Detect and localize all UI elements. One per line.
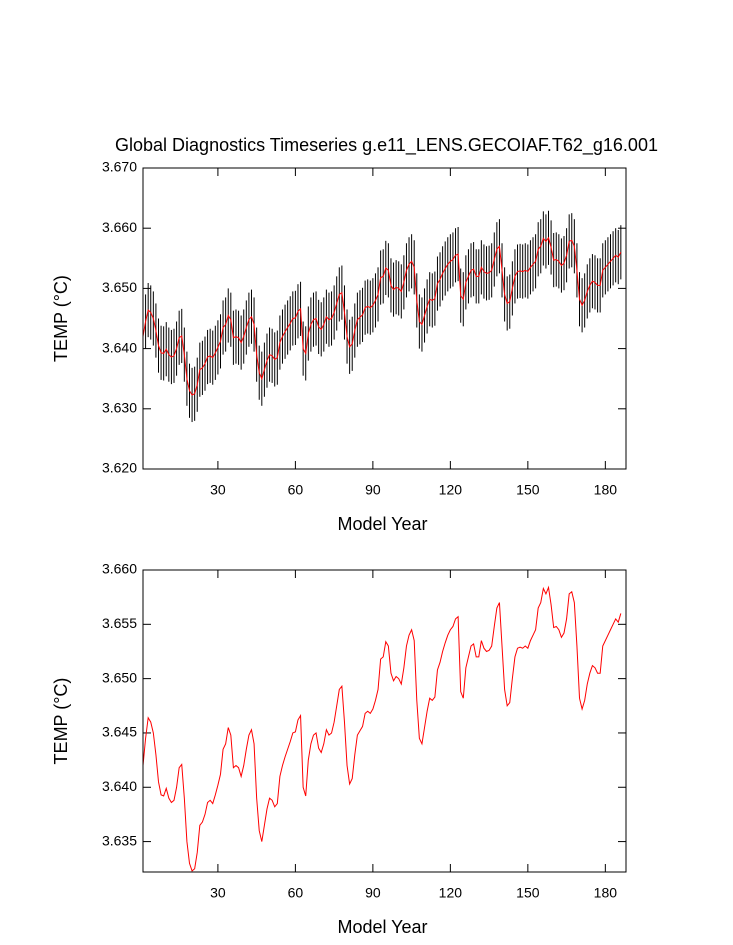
x-tick-label: 60 bbox=[288, 885, 304, 901]
x-tick-label: 90 bbox=[365, 885, 381, 901]
x-tick-label: 180 bbox=[594, 482, 618, 498]
data-line bbox=[142, 236, 622, 396]
y-tick-label: 3.640 bbox=[102, 778, 137, 794]
y-tick-label: 3.635 bbox=[102, 832, 137, 848]
x-tick-label: 90 bbox=[365, 482, 381, 498]
y-tick-label: 3.645 bbox=[102, 724, 137, 740]
x-tick-label: 30 bbox=[210, 885, 226, 901]
y-tick-label: 3.650 bbox=[102, 669, 137, 685]
data-line bbox=[142, 585, 622, 872]
plot-frame bbox=[142, 569, 627, 873]
x-tick-label: 120 bbox=[439, 885, 463, 901]
plot-frame bbox=[142, 167, 627, 470]
y-tick-label: 3.640 bbox=[102, 339, 137, 355]
chart-title: Global Diagnostics Timeseries g.e11_LENS… bbox=[115, 135, 658, 156]
x-tick-label: 60 bbox=[288, 482, 304, 498]
y-tick-label: 3.660 bbox=[102, 219, 137, 235]
y-tick-label: 3.670 bbox=[102, 159, 137, 175]
x-tick-label: 150 bbox=[516, 482, 540, 498]
y-axis-label: TEMP (°C) bbox=[51, 275, 71, 362]
x-axis-label: Model Year bbox=[337, 917, 427, 937]
y-tick-label: 3.620 bbox=[102, 460, 137, 476]
y-tick-label: 3.630 bbox=[102, 400, 137, 416]
x-tick-label: 30 bbox=[210, 482, 226, 498]
x-tick-label: 150 bbox=[516, 885, 540, 901]
y-tick-label: 3.650 bbox=[102, 279, 137, 295]
x-axis-label: Model Year bbox=[337, 514, 427, 534]
y-tick-label: 3.655 bbox=[102, 615, 137, 631]
y-tick-label: 3.660 bbox=[102, 561, 137, 577]
x-tick-label: 120 bbox=[439, 482, 463, 498]
x-tick-label: 180 bbox=[594, 885, 618, 901]
y-axis-label: TEMP (°C) bbox=[51, 678, 71, 765]
